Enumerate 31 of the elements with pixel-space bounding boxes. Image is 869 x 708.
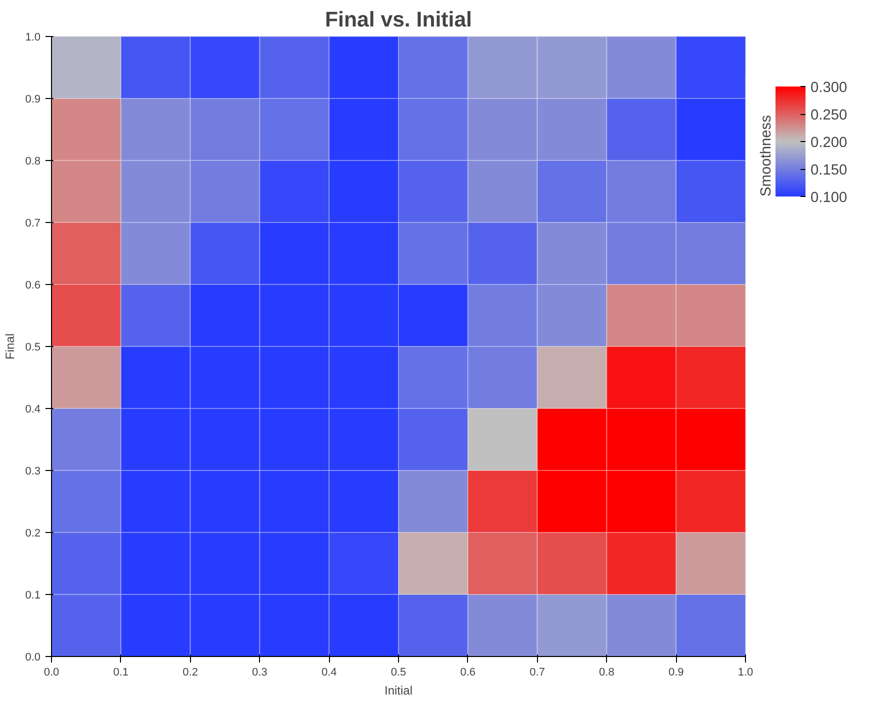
color-bar-label: 0.100 <box>810 190 848 206</box>
y-tick-label: 0.8 <box>25 156 41 168</box>
x-tick-label: 0.4 <box>321 666 337 678</box>
color-bar-label: 0.300 <box>810 80 848 96</box>
x-tick-label: 0.6 <box>460 666 476 678</box>
x-tick-label: 0.5 <box>390 666 406 678</box>
y-tick-label: 0.9 <box>25 94 41 106</box>
x-tick-label: 0.8 <box>599 666 614 678</box>
y-axis-title: Final <box>3 333 18 360</box>
color-bar-label: 0.250 <box>810 108 848 124</box>
y-tick-label: 0.1 <box>25 590 41 602</box>
y-tick-label: 0.3 <box>25 466 41 478</box>
color-bar-label: 0.150 <box>810 162 848 178</box>
color-bar-title: Smoothness <box>758 115 774 196</box>
y-tick-label: 1.0 <box>25 32 41 44</box>
x-tick-label: 0.3 <box>252 666 268 678</box>
x-tick-label: 1.0 <box>738 666 754 678</box>
y-tick-label: 0.4 <box>25 404 41 416</box>
y-tick-label: 0.0 <box>25 652 41 664</box>
chart-title: Final vs. Initial <box>325 8 472 32</box>
x-tick-label: 0.2 <box>182 666 198 678</box>
x-tick-label: 0.1 <box>113 666 129 678</box>
x-tick-label: 0.0 <box>44 666 60 678</box>
x-tick-label: 0.9 <box>668 666 684 678</box>
x-axis-title: Initial <box>384 684 413 698</box>
color-bar-label: 0.200 <box>810 135 848 151</box>
y-tick-label: 0.6 <box>25 280 41 292</box>
y-tick-label: 0.2 <box>25 528 41 540</box>
y-tick-label: 0.5 <box>25 342 41 354</box>
x-tick-label: 0.7 <box>530 666 545 678</box>
y-tick-label: 0.7 <box>25 218 41 230</box>
